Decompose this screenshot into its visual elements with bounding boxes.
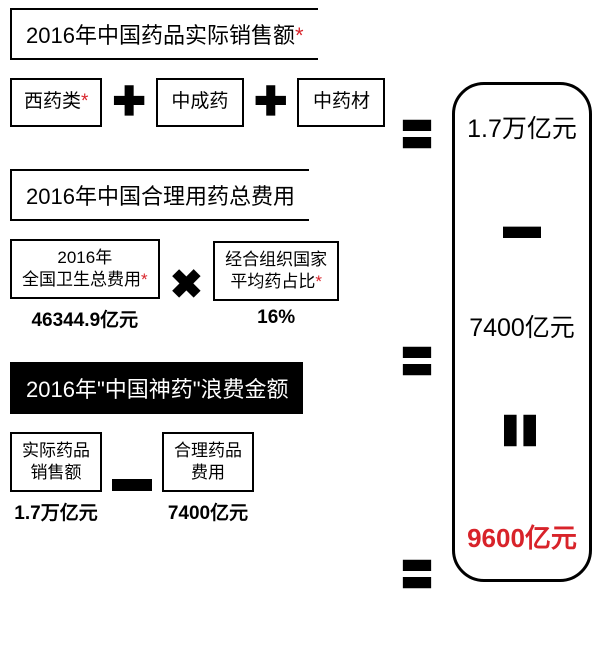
equals-icon: 〓	[400, 548, 434, 597]
box-western-med: 西药类*	[10, 78, 102, 127]
col-health-expense: 2016年 全国卫生总费用* 46344.9亿元	[10, 239, 160, 332]
section1-title: 2016年中国药品实际销售额*	[10, 8, 318, 60]
section3-title: 2016年"中国神药"浪费金额	[10, 362, 303, 414]
section1-formula-row: 西药类* ✚ 中成药 ✚ 中药材	[10, 78, 440, 127]
col-actual-sales: 实际药品 销售额 1.7万亿元	[10, 432, 102, 525]
equals-icon: 〓	[400, 108, 434, 157]
summary-column: 1.7万亿元 ▬ 7400亿元 〓 9600亿元	[452, 82, 592, 582]
section2-formula-row: 2016年 全国卫生总费用* 46344.9亿元 ✖ 经合组织国家 平均药占比*…	[10, 239, 440, 332]
actual-sales-value: 1.7万亿元	[14, 498, 97, 525]
plus-icon: ✚	[112, 82, 146, 122]
section3-formula-row: 实际药品 销售额 1.7万亿元 ▬ 合理药品 费用 7400亿元	[10, 432, 440, 525]
box-herb-med: 中药材	[297, 78, 385, 127]
section2-title: 2016年中国合理用药总费用	[10, 169, 309, 221]
asterisk: *	[295, 23, 304, 48]
box-health-expense: 2016年 全国卫生总费用*	[10, 239, 160, 299]
section-actual-sales: 2016年中国药品实际销售额* 西药类* ✚ 中成药 ✚ 中药材	[10, 8, 440, 127]
times-icon: ✖	[170, 265, 204, 305]
title-text: 2016年中国药品实际销售额	[26, 23, 295, 48]
box-actual-sales: 实际药品 销售额	[10, 432, 102, 492]
summary-val1: 1.7万亿元	[467, 109, 577, 145]
drug-ratio-value: 16%	[257, 307, 295, 329]
section-rational-cost: 2016年中国合理用药总费用 2016年 全国卫生总费用* 46344.9亿元 …	[10, 169, 440, 332]
col-drug-ratio: 经合组织国家 平均药占比* 16%	[213, 241, 339, 329]
plus-icon: ✚	[254, 82, 288, 122]
box-patent-med: 中成药	[156, 78, 244, 127]
section-waste-amount: 2016年"中国神药"浪费金额 实际药品 销售额 1.7万亿元 ▬ 合理药品 费…	[10, 362, 440, 525]
box-rational-cost: 合理药品 费用	[162, 432, 254, 492]
summary-result: 9600亿元	[467, 518, 577, 555]
rational-cost-value: 7400亿元	[168, 498, 248, 525]
minus-icon: ▬	[112, 458, 152, 498]
summary-val2: 7400亿元	[469, 308, 575, 344]
minus-icon: ▬	[503, 205, 541, 248]
col-rational-cost: 合理药品 费用 7400亿元	[162, 432, 254, 525]
equals-icon: 〓	[494, 412, 549, 450]
health-expense-value: 46344.9亿元	[31, 305, 138, 332]
equals-icon: 〓	[400, 335, 434, 384]
box-drug-ratio: 经合组织国家 平均药占比*	[213, 241, 339, 301]
